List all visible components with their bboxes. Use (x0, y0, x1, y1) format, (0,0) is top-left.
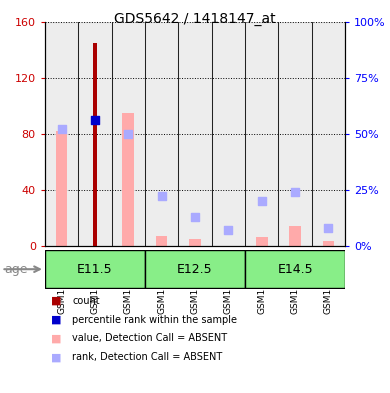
Bar (245, 22, 278, 246)
Bar (178, 22, 212, 246)
Point (58, 126, 65, 132)
Text: value, Detection Call = ABSENT: value, Detection Call = ABSENT (72, 333, 227, 343)
Bar (145, 250, 245, 288)
Point (292, 189, 298, 195)
Text: E14.5: E14.5 (277, 263, 313, 276)
Text: E12.5: E12.5 (177, 263, 213, 276)
Text: count: count (72, 296, 100, 306)
Point (259, 198, 265, 204)
Bar (156, 236, 167, 246)
Bar (93, 42, 97, 246)
Bar (289, 226, 301, 246)
Text: ■: ■ (51, 333, 61, 343)
Text: percentile rank within the sample: percentile rank within the sample (72, 314, 237, 325)
Point (225, 227, 232, 233)
Bar (212, 22, 245, 246)
Bar (256, 237, 268, 246)
Bar (245, 250, 345, 288)
Bar (45, 22, 78, 246)
Bar (312, 22, 345, 246)
Point (325, 224, 332, 231)
Point (192, 213, 198, 220)
Bar (278, 22, 312, 246)
Text: E11.5: E11.5 (77, 263, 113, 276)
Bar (323, 241, 334, 246)
Bar (122, 113, 134, 246)
Text: rank, Detection Call = ABSENT: rank, Detection Call = ABSENT (72, 352, 222, 362)
Text: age: age (4, 263, 27, 276)
Bar (112, 22, 145, 246)
Point (158, 193, 165, 200)
Point (125, 130, 131, 137)
Point (92, 117, 98, 123)
Text: ■: ■ (51, 314, 61, 325)
Text: ■: ■ (51, 296, 61, 306)
Text: ■: ■ (51, 352, 61, 362)
Bar (78, 22, 112, 246)
Text: GDS5642 / 1418147_at: GDS5642 / 1418147_at (114, 12, 276, 26)
Bar (45, 250, 145, 288)
Bar (189, 239, 201, 246)
Bar (56, 131, 67, 246)
Bar (145, 22, 178, 246)
